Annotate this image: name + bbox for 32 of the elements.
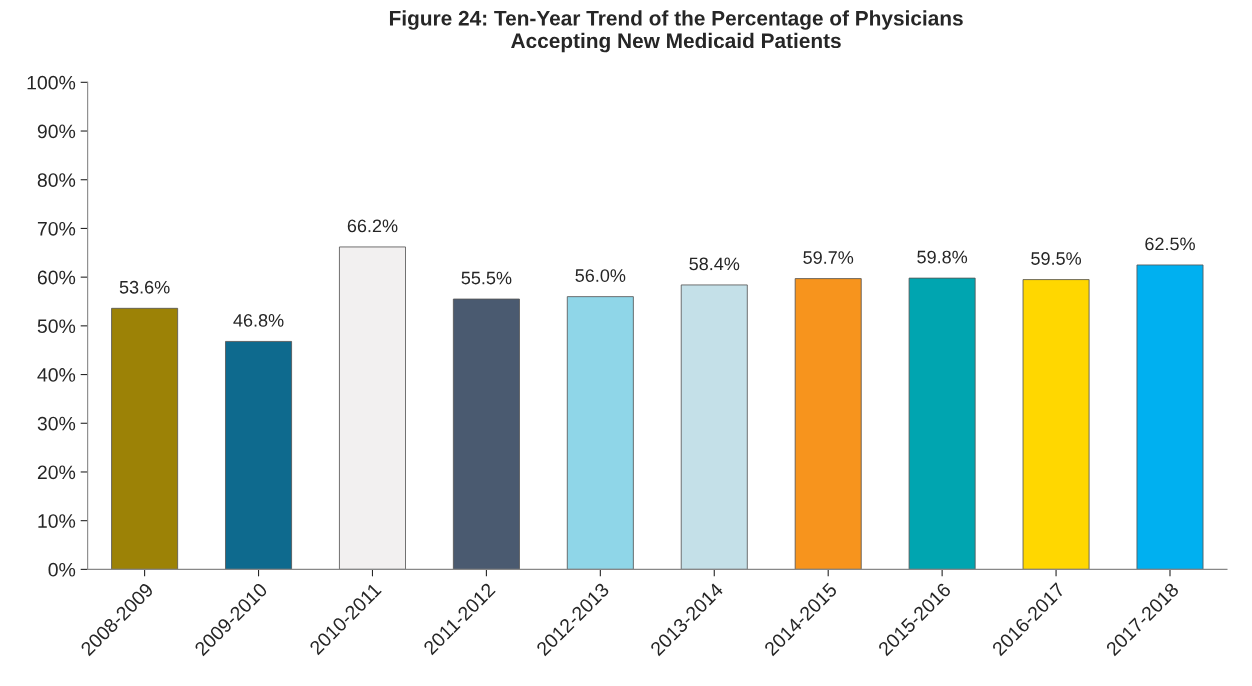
data-label: 55.5% (461, 271, 512, 285)
y-tick-label: 20% (37, 465, 76, 480)
y-tick-label: 60% (37, 270, 76, 285)
data-label: 53.6% (119, 280, 170, 294)
bar (794, 278, 862, 570)
bar (908, 277, 976, 570)
bar (680, 284, 748, 570)
data-label: 46.8% (233, 313, 284, 327)
y-tick-label: 0% (48, 562, 76, 577)
data-label: 59.7% (803, 251, 854, 264)
y-tick-label: 10% (38, 514, 76, 528)
y-tick-label: 100% (27, 75, 76, 90)
data-label: 66.2% (347, 219, 398, 233)
y-tick-label: 40% (37, 368, 76, 382)
y-tick-label: 30% (37, 416, 76, 431)
bar (339, 246, 406, 570)
y-tick-label: 90% (37, 124, 76, 139)
bar (1136, 264, 1204, 570)
chart-title: Figure 24: Ten-Year Trend of the Percentage of Physicians Accepting New Medicaid Patients (389, 10, 963, 53)
data-label: 59.8% (917, 250, 968, 264)
data-label: 56.0% (575, 269, 626, 282)
bar (225, 341, 292, 570)
bar (111, 307, 179, 570)
bar (566, 296, 634, 570)
data-label: 59.5% (1031, 252, 1082, 265)
bar (452, 298, 520, 570)
y-tick-label: 80% (37, 173, 76, 187)
data-label: 58.4% (689, 257, 740, 271)
data-label: 62.5% (1145, 237, 1195, 251)
y-tick-label: 70% (37, 221, 76, 236)
y-tick-label: 50% (37, 319, 76, 334)
bar (1022, 279, 1090, 570)
